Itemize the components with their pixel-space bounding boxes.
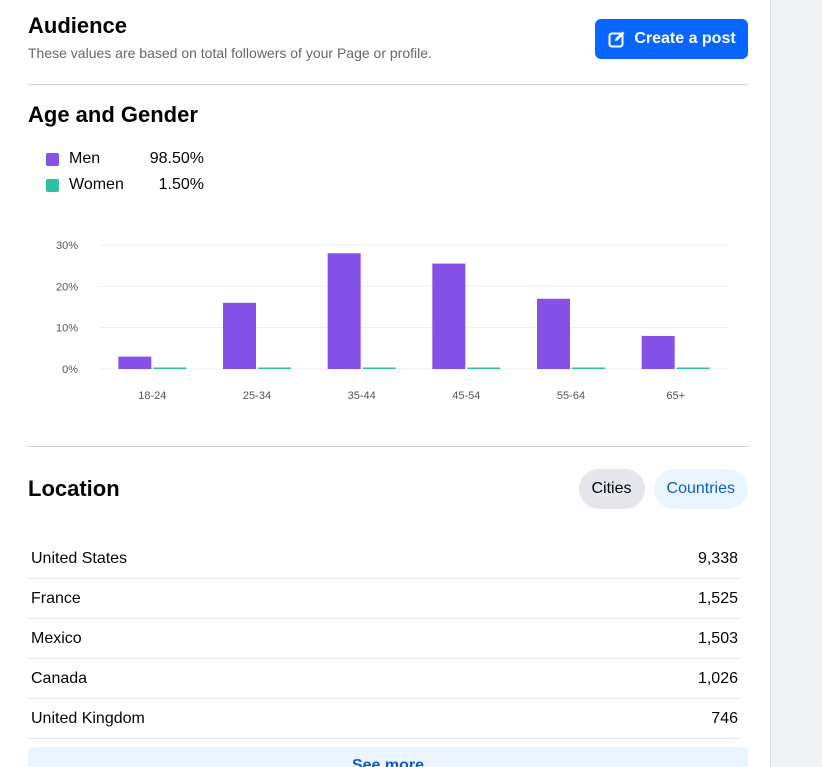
audience-subtitle: These values are based on total follower…: [28, 45, 432, 61]
chart-legend: Men 98.50% Women 1.50%: [46, 146, 204, 198]
legend-label: Men: [69, 150, 101, 167]
divider: [28, 84, 748, 85]
location-value: 1,503: [697, 629, 738, 647]
location-name: United Kingdom: [31, 709, 145, 727]
bar-women-35-44[interactable]: [362, 367, 396, 370]
location-value: 746: [711, 709, 738, 727]
location-value: 9,338: [697, 549, 738, 567]
bar-women-45-54[interactable]: [467, 367, 501, 370]
tab-cities[interactable]: Cities: [578, 469, 645, 509]
legend-value: 98.50%: [149, 150, 204, 167]
bar-men-35-44[interactable]: [327, 253, 361, 369]
bar-men-65+[interactable]: [641, 335, 675, 369]
x-tick-label: 45-54: [452, 390, 480, 402]
see-more-button[interactable]: See more: [28, 747, 748, 767]
x-tick-label: 65+: [666, 390, 685, 402]
y-tick-label: 10%: [56, 323, 78, 335]
bar-women-65+[interactable]: [676, 367, 710, 370]
bar-men-45-54[interactable]: [432, 263, 466, 369]
legend-item-men: Men 98.50%: [46, 146, 204, 172]
x-tick-label: 35-44: [348, 390, 376, 402]
location-table: United States 9,338 France 1,525 Mexico …: [28, 539, 740, 739]
tab-countries[interactable]: Countries: [653, 469, 748, 509]
bar-men-18-24[interactable]: [118, 356, 152, 369]
women-swatch: [46, 178, 59, 192]
location-title: Location: [28, 476, 120, 501]
x-tick-label: 55-64: [557, 390, 585, 402]
bar-women-18-24[interactable]: [153, 367, 187, 370]
location-tabs: Cities Countries: [578, 469, 748, 509]
x-tick-label: 18-24: [138, 390, 166, 402]
table-row: Canada 1,026: [28, 659, 740, 699]
bar-men-55-64[interactable]: [537, 298, 570, 369]
audience-title: Audience: [28, 13, 128, 38]
location-value: 1,026: [697, 669, 738, 687]
location-name: France: [31, 589, 81, 607]
legend-value: 1.50%: [158, 176, 204, 193]
legend-item-women: Women 1.50%: [46, 172, 204, 198]
create-post-button[interactable]: Create a post: [595, 19, 748, 59]
location-name: Mexico: [31, 629, 82, 647]
table-row: United States 9,338: [28, 539, 740, 579]
divider: [28, 446, 748, 447]
audience-card: Audience These values are based on total…: [0, 0, 771, 767]
x-tick-label: 25-34: [243, 390, 271, 402]
y-tick-label: 0%: [62, 364, 78, 376]
y-tick-label: 20%: [56, 281, 78, 293]
table-row: France 1,525: [28, 579, 740, 619]
table-row: United Kingdom 746: [28, 699, 740, 739]
bar-men-25-34[interactable]: [223, 302, 256, 369]
bar-women-55-64[interactable]: [572, 367, 605, 370]
location-name: Canada: [31, 669, 88, 687]
table-row: Mexico 1,503: [28, 619, 740, 659]
location-name: United States: [31, 549, 128, 567]
age-gender-bar-chart: 0% 10% 20% 30% 18-24 25-34 35-44 45-54 55-64 65+: [56, 240, 728, 402]
bar-women-25-34[interactable]: [258, 367, 291, 370]
edit-icon: [608, 31, 625, 48]
audience-header: Audience These values are based on total…: [28, 12, 748, 72]
men-swatch: [46, 152, 59, 166]
age-gender-title: Age and Gender: [28, 102, 198, 127]
y-tick-label: 30%: [56, 240, 78, 252]
create-post-label: Create a post: [634, 30, 736, 47]
legend-label: Women: [69, 176, 124, 193]
location-value: 1,525: [697, 589, 738, 607]
